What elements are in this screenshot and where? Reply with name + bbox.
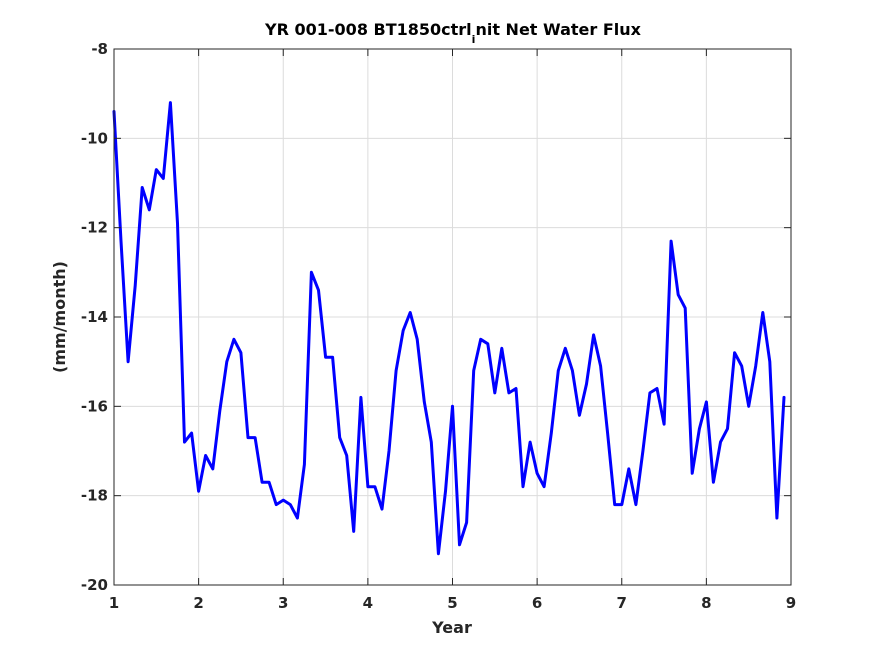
plot-area: 1 2 3 4 5 6 7 8 9 -20 -18 -16 -14 -12 -10 -8 [81,40,796,612]
tick-marks [113,48,792,586]
x-tick-label: 3 [278,594,288,612]
x-tick-label: 8 [701,594,711,612]
y-tick-label: -8 [91,40,108,58]
y-tick-label: -16 [81,397,108,415]
series-line [112,101,786,556]
x-tick-label: 2 [193,594,203,612]
series-layer [112,101,786,556]
y-axis-label: (mm/month) [50,261,69,373]
y-tick-label: -10 [81,129,108,147]
x-tick-label: 1 [109,594,119,612]
y-tick-label: -14 [81,308,108,326]
y-tick-label: -20 [81,576,108,594]
x-tick-label: 6 [532,594,542,612]
x-tick-label: 7 [617,594,627,612]
y-tick-label: -18 [81,487,108,505]
y-tick-label: -12 [81,219,108,237]
x-tick-label: 9 [786,594,796,612]
chart-title-rest: nit Net Water Flux [475,20,641,39]
x-tick-label: 4 [363,594,373,612]
x-tick-labels: 1 2 3 4 5 6 7 8 9 [109,594,796,612]
x-tick-label: 5 [447,594,457,612]
chart-title-subscript: i [472,33,476,46]
x-axis-label: Year [431,618,472,637]
y-tick-labels: -20 -18 -16 -14 -12 -10 -8 [81,40,108,594]
chart-title: YR 001-008 BT1850ctrlinit Net Water Flux [264,20,642,46]
chart-title-main: YR 001-008 BT1850ctrl [264,20,472,39]
